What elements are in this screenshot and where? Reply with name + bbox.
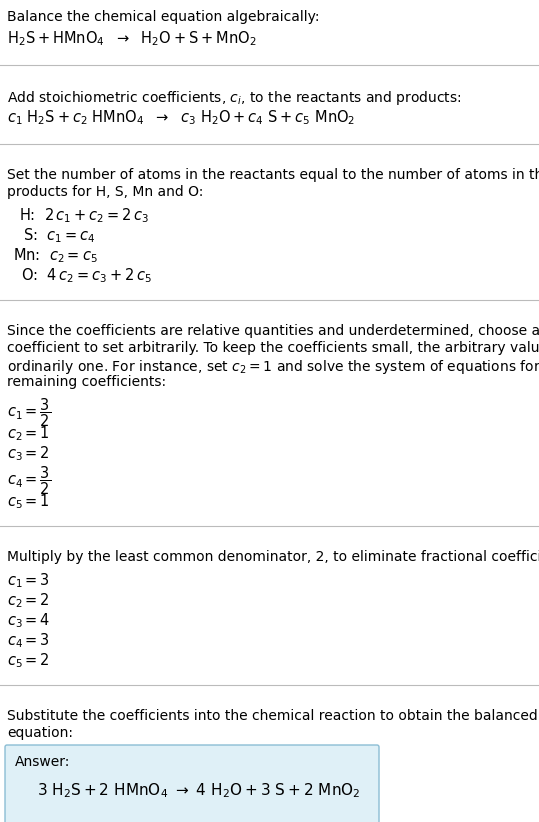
Text: Since the coefficients are relative quantities and underdetermined, choose a: Since the coefficients are relative quan… (7, 324, 539, 338)
Text: $\mathrm{3\ H_2S + 2\ HMnO_4 \ \rightarrow \ 4\ H_2O + 3\ S + 2\ MnO_2}$: $\mathrm{3\ H_2S + 2\ HMnO_4 \ \rightarr… (37, 781, 361, 800)
Text: H:  $2\,c_1 + c_2 = 2\,c_3$: H: $2\,c_1 + c_2 = 2\,c_3$ (19, 206, 149, 224)
Text: $c_1 = \dfrac{3}{2}$: $c_1 = \dfrac{3}{2}$ (7, 396, 51, 428)
Text: Substitute the coefficients into the chemical reaction to obtain the balanced: Substitute the coefficients into the che… (7, 709, 538, 723)
Text: S:  $c_1 = c_4$: S: $c_1 = c_4$ (23, 226, 95, 245)
Text: $\mathrm{H_2S + HMnO_4 \ \ \rightarrow \ \ H_2O + S + MnO_2}$: $\mathrm{H_2S + HMnO_4 \ \ \rightarrow \… (7, 29, 257, 48)
Text: remaining coefficients:: remaining coefficients: (7, 375, 166, 389)
Text: Multiply by the least common denominator, 2, to eliminate fractional coefficient: Multiply by the least common denominator… (7, 550, 539, 564)
Text: Answer:: Answer: (15, 755, 71, 769)
Text: $c_4 = 3$: $c_4 = 3$ (7, 631, 50, 649)
Text: $c_4 = \dfrac{3}{2}$: $c_4 = \dfrac{3}{2}$ (7, 464, 51, 496)
Text: $c_5 = 1$: $c_5 = 1$ (7, 492, 50, 510)
Text: $c_3 = 4$: $c_3 = 4$ (7, 611, 50, 630)
Text: $c_1 = 3$: $c_1 = 3$ (7, 571, 50, 589)
FancyBboxPatch shape (5, 745, 379, 822)
Text: equation:: equation: (7, 726, 73, 740)
Text: Mn:  $c_2 = c_5$: Mn: $c_2 = c_5$ (13, 246, 98, 265)
Text: Balance the chemical equation algebraically:: Balance the chemical equation algebraica… (7, 10, 320, 24)
Text: ordinarily one. For instance, set $c_2 = 1$ and solve the system of equations fo: ordinarily one. For instance, set $c_2 =… (7, 358, 539, 376)
Text: coefficient to set arbitrarily. To keep the coefficients small, the arbitrary va: coefficient to set arbitrarily. To keep … (7, 341, 539, 355)
Text: products for H, S, Mn and O:: products for H, S, Mn and O: (7, 185, 203, 199)
Text: Set the number of atoms in the reactants equal to the number of atoms in the: Set the number of atoms in the reactants… (7, 168, 539, 182)
Text: $c_3 = 2$: $c_3 = 2$ (7, 444, 50, 463)
Text: $c_1\ \mathrm{H_2S} + c_2\ \mathrm{HMnO_4} \ \ \rightarrow \ \ c_3\ \mathrm{H_2O: $c_1\ \mathrm{H_2S} + c_2\ \mathrm{HMnO_… (7, 108, 355, 127)
Text: $c_2 = 1$: $c_2 = 1$ (7, 424, 50, 443)
Text: $c_5 = 2$: $c_5 = 2$ (7, 651, 50, 670)
Text: O:  $4\,c_2 = c_3 + 2\,c_5$: O: $4\,c_2 = c_3 + 2\,c_5$ (21, 266, 151, 284)
Text: $c_2 = 2$: $c_2 = 2$ (7, 591, 50, 610)
Text: Add stoichiometric coefficients, $c_i$, to the reactants and products:: Add stoichiometric coefficients, $c_i$, … (7, 89, 461, 107)
